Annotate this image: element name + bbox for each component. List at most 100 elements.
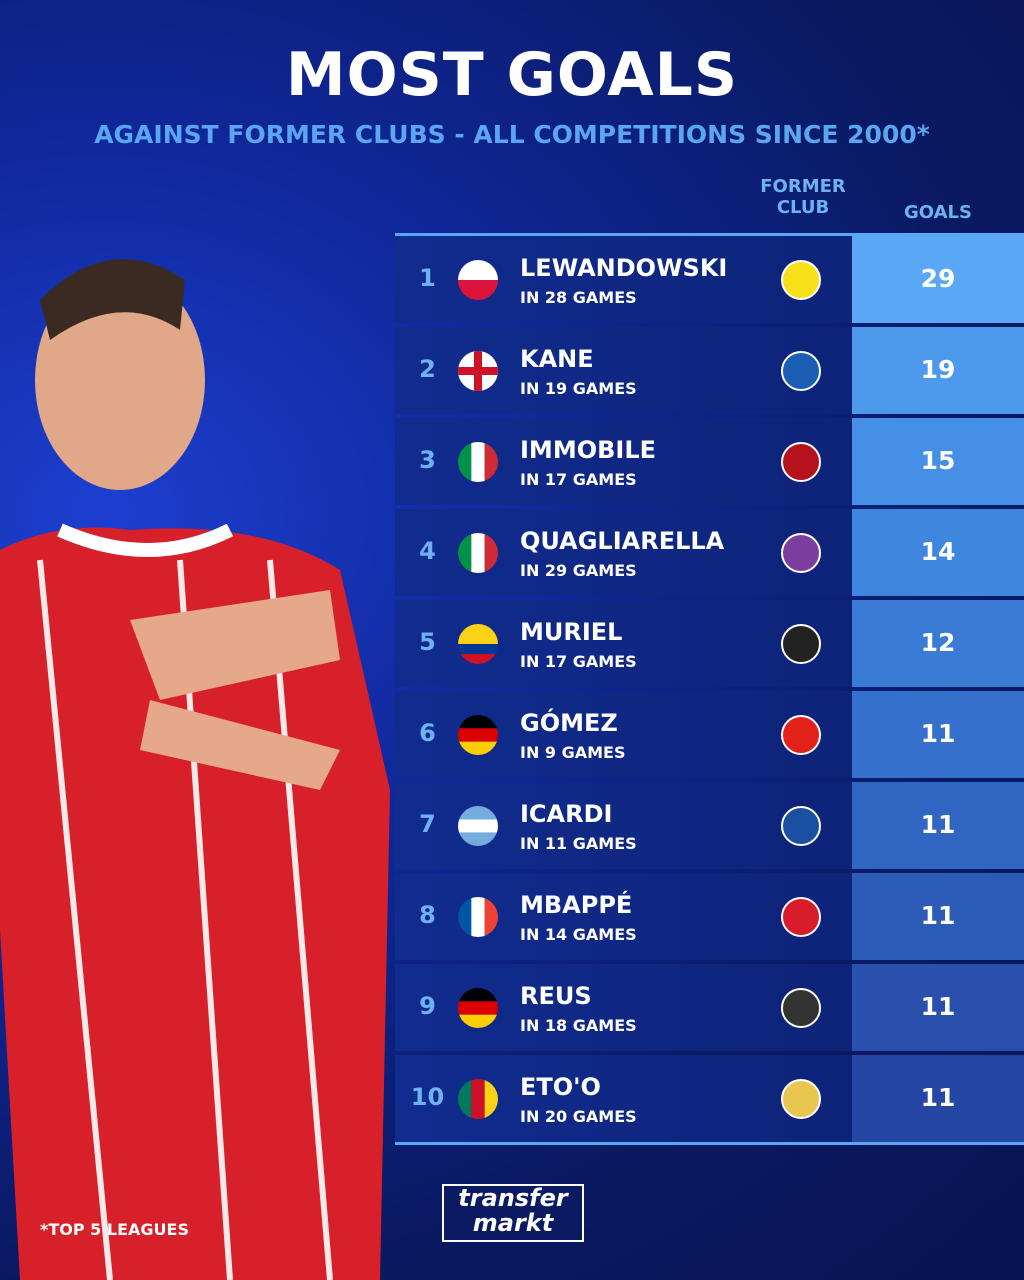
goals: 15 bbox=[920, 446, 956, 475]
flag-stripe bbox=[484, 897, 498, 937]
flag-stripe bbox=[484, 533, 498, 573]
flag bbox=[458, 442, 498, 482]
games: IN 11 GAMES bbox=[520, 834, 637, 853]
flag-body bbox=[458, 442, 498, 482]
flag-stripe bbox=[458, 741, 498, 755]
flag-stripe bbox=[458, 715, 498, 729]
flag-stripe bbox=[458, 367, 498, 375]
crest-shape bbox=[781, 533, 821, 573]
games: IN 29 GAMES bbox=[520, 561, 637, 580]
rank: 2 bbox=[419, 355, 436, 383]
table-row: 2 KANE IN 19 GAMES 19 bbox=[395, 327, 1024, 414]
column-header: FORMER CLUB bbox=[760, 176, 846, 218]
flag bbox=[458, 351, 498, 391]
rank: 4 bbox=[419, 537, 436, 565]
flag bbox=[458, 624, 498, 664]
flag bbox=[458, 533, 498, 573]
flag-stripe bbox=[458, 1079, 472, 1119]
rank: 9 bbox=[419, 992, 436, 1020]
flag-stripe bbox=[458, 988, 498, 1002]
flag-body bbox=[458, 806, 498, 846]
games: IN 18 GAMES bbox=[520, 1016, 637, 1035]
crest-shape bbox=[781, 260, 821, 300]
player-name: LEWANDOWSKI bbox=[520, 254, 728, 282]
goals: 19 bbox=[920, 355, 956, 384]
flag-stripe bbox=[458, 1001, 498, 1015]
footnote: *TOP 5 LEAGUES bbox=[40, 1220, 189, 1239]
player-name: ICARDI bbox=[520, 800, 613, 828]
flag-body bbox=[458, 624, 498, 664]
club-crest bbox=[781, 806, 821, 846]
table-row: 7 ICARDI IN 11 GAMES 11 bbox=[395, 782, 1024, 869]
flag-stripe bbox=[458, 806, 498, 820]
table-row: 4 QUAGLIARELLA IN 29 GAMES 14 bbox=[395, 509, 1024, 596]
rank: 3 bbox=[419, 446, 436, 474]
crest-shape bbox=[781, 624, 821, 664]
rank: 1 bbox=[419, 264, 436, 292]
goals-cell: 11 bbox=[852, 782, 1024, 869]
flag-body bbox=[458, 351, 498, 391]
flag-stripe bbox=[458, 819, 498, 833]
flag-stripe bbox=[471, 442, 485, 482]
club-crest bbox=[781, 897, 821, 937]
flag-stripe bbox=[471, 533, 485, 573]
flag bbox=[458, 988, 498, 1028]
flag-stripe bbox=[471, 897, 485, 937]
games: IN 17 GAMES bbox=[520, 652, 637, 671]
goals-cell: 29 bbox=[852, 236, 1024, 323]
goals: 11 bbox=[920, 810, 956, 839]
goals: 29 bbox=[920, 264, 956, 293]
crest-shape bbox=[781, 351, 821, 391]
player-name: QUAGLIARELLA bbox=[520, 527, 725, 555]
flag-body bbox=[458, 897, 498, 937]
table-row: 9 REUS IN 18 GAMES 11 bbox=[395, 964, 1024, 1051]
flag-stripe bbox=[458, 644, 498, 654]
flag bbox=[458, 806, 498, 846]
flag bbox=[458, 260, 498, 300]
rank: 10 bbox=[410, 1083, 445, 1111]
games: IN 17 GAMES bbox=[520, 470, 637, 489]
club-crest bbox=[781, 988, 821, 1028]
club-crest bbox=[781, 1079, 821, 1119]
games: IN 19 GAMES bbox=[520, 379, 637, 398]
goals: 11 bbox=[920, 719, 956, 748]
crest-shape bbox=[781, 897, 821, 937]
table-row: 6 GÓMEZ IN 9 GAMES 11 bbox=[395, 691, 1024, 778]
club-crest bbox=[781, 442, 821, 482]
title: MOST GOALS bbox=[285, 40, 739, 110]
flag-stripe bbox=[458, 1014, 498, 1028]
crest-shape bbox=[781, 442, 821, 482]
games: IN 14 GAMES bbox=[520, 925, 637, 944]
goals-cell: 19 bbox=[852, 327, 1024, 414]
crest-shape bbox=[781, 1079, 821, 1119]
rank: 6 bbox=[419, 719, 436, 747]
table-row: 8 MBAPPÉ IN 14 GAMES 11 bbox=[395, 873, 1024, 960]
games: IN 20 GAMES bbox=[520, 1107, 637, 1126]
player-name: MURIEL bbox=[520, 618, 623, 646]
club-crest bbox=[781, 624, 821, 664]
crest-shape bbox=[781, 715, 821, 755]
player-name: KANE bbox=[520, 345, 594, 373]
table-row: 1 LEWANDOWSKI IN 28 GAMES 29 bbox=[395, 236, 1024, 323]
goals-cell: 11 bbox=[852, 873, 1024, 960]
flag-stripe bbox=[458, 260, 498, 280]
flag-stripe bbox=[484, 442, 498, 482]
logo-text: markt bbox=[472, 1209, 554, 1237]
goals-cell: 14 bbox=[852, 509, 1024, 596]
rank: 7 bbox=[419, 810, 436, 838]
goals: 14 bbox=[920, 537, 956, 566]
flag-body bbox=[458, 988, 498, 1028]
rank: 5 bbox=[419, 628, 436, 656]
rule bbox=[395, 1142, 1024, 1145]
flag-stripe bbox=[458, 533, 472, 573]
player-name: MBAPPÉ bbox=[520, 891, 633, 919]
rule bbox=[395, 233, 1024, 236]
goals-cell: 15 bbox=[852, 418, 1024, 505]
crest-shape bbox=[781, 806, 821, 846]
flag-stripe bbox=[458, 728, 498, 742]
player-name: ETO'O bbox=[520, 1073, 601, 1101]
goals-cell: 12 bbox=[852, 600, 1024, 687]
club-crest bbox=[781, 533, 821, 573]
flag bbox=[458, 897, 498, 937]
flag bbox=[458, 715, 498, 755]
